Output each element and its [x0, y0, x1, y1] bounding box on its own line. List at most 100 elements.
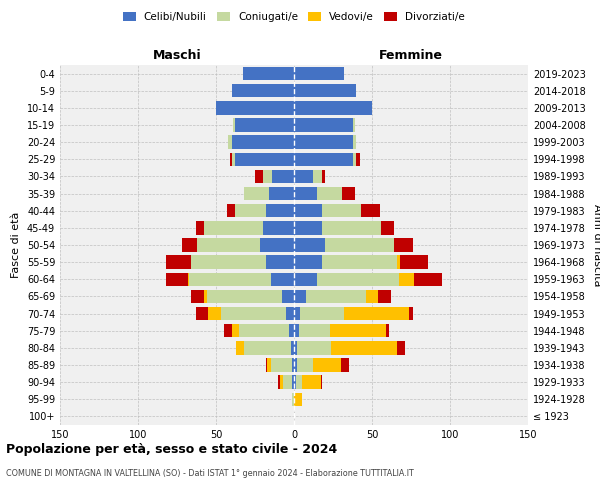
Bar [182, 238, 197, 252]
Bar [317, 187, 343, 200]
Bar [302, 376, 320, 389]
Bar [294, 101, 372, 114]
Bar [190, 272, 271, 286]
Bar [292, 376, 294, 389]
Bar [294, 118, 353, 132]
Bar [235, 118, 294, 132]
Bar [344, 307, 409, 320]
Bar [263, 170, 272, 183]
Bar [294, 256, 322, 269]
Bar [296, 376, 302, 389]
Bar [294, 221, 322, 234]
Bar [313, 358, 341, 372]
Bar [166, 272, 188, 286]
Bar [322, 221, 382, 234]
Bar [331, 341, 397, 354]
Bar [278, 376, 280, 389]
Bar [294, 376, 296, 389]
Bar [394, 238, 413, 252]
Text: COMUNE DI MONTAGNA IN VALTELLINA (SO) - Dati ISTAT 1° gennaio 2024 - Elaborazion: COMUNE DI MONTAGNA IN VALTELLINA (SO) - … [6, 468, 414, 477]
Bar [294, 341, 297, 354]
Bar [353, 118, 355, 132]
Bar [361, 204, 380, 218]
Bar [188, 272, 190, 286]
Bar [322, 204, 361, 218]
Bar [325, 238, 394, 252]
Bar [263, 221, 294, 234]
Bar [229, 136, 232, 149]
Bar [232, 84, 294, 98]
Bar [266, 358, 268, 372]
Bar [353, 136, 356, 149]
Bar [294, 290, 307, 303]
Text: Femmine: Femmine [379, 48, 443, 62]
Bar [320, 376, 322, 389]
Bar [269, 187, 294, 200]
Bar [233, 118, 235, 132]
Bar [283, 376, 292, 389]
Bar [266, 204, 294, 218]
Bar [196, 307, 208, 320]
Y-axis label: Fasce di età: Fasce di età [11, 212, 21, 278]
Bar [291, 341, 294, 354]
Bar [382, 221, 394, 234]
Bar [294, 324, 299, 338]
Bar [242, 67, 294, 80]
Text: Maschi: Maschi [152, 48, 202, 62]
Bar [232, 136, 294, 149]
Bar [294, 136, 353, 149]
Bar [280, 376, 283, 389]
Legend: Celibi/Nubili, Coniugati/e, Vedovi/e, Divorziati/e: Celibi/Nubili, Coniugati/e, Vedovi/e, Di… [119, 8, 469, 26]
Bar [294, 392, 302, 406]
Bar [271, 358, 292, 372]
Bar [313, 170, 322, 183]
Bar [294, 204, 322, 218]
Bar [397, 341, 405, 354]
Bar [191, 290, 203, 303]
Bar [221, 307, 286, 320]
Bar [255, 170, 263, 183]
Bar [307, 290, 366, 303]
Bar [386, 324, 389, 338]
Bar [294, 358, 297, 372]
Bar [294, 84, 356, 98]
Bar [294, 238, 325, 252]
Bar [224, 324, 232, 338]
Bar [266, 256, 294, 269]
Bar [244, 187, 269, 200]
Bar [322, 170, 325, 183]
Bar [297, 341, 331, 354]
Bar [353, 152, 356, 166]
Bar [409, 307, 413, 320]
Bar [260, 238, 294, 252]
Bar [300, 307, 344, 320]
Bar [235, 204, 266, 218]
Bar [294, 170, 313, 183]
Bar [268, 358, 271, 372]
Bar [227, 204, 235, 218]
Bar [244, 341, 291, 354]
Bar [281, 290, 294, 303]
Bar [191, 256, 266, 269]
Bar [203, 221, 263, 234]
Bar [294, 272, 317, 286]
Bar [341, 358, 349, 372]
Bar [292, 358, 294, 372]
Bar [206, 290, 281, 303]
Bar [236, 341, 244, 354]
Bar [197, 238, 260, 252]
Bar [414, 272, 442, 286]
Bar [272, 170, 294, 183]
Bar [317, 272, 398, 286]
Bar [216, 101, 294, 114]
Bar [203, 290, 206, 303]
Bar [230, 152, 232, 166]
Bar [299, 324, 330, 338]
Bar [208, 307, 221, 320]
Bar [196, 221, 203, 234]
Bar [166, 256, 191, 269]
Bar [271, 272, 294, 286]
Bar [398, 272, 414, 286]
Bar [322, 256, 397, 269]
Bar [289, 324, 294, 338]
